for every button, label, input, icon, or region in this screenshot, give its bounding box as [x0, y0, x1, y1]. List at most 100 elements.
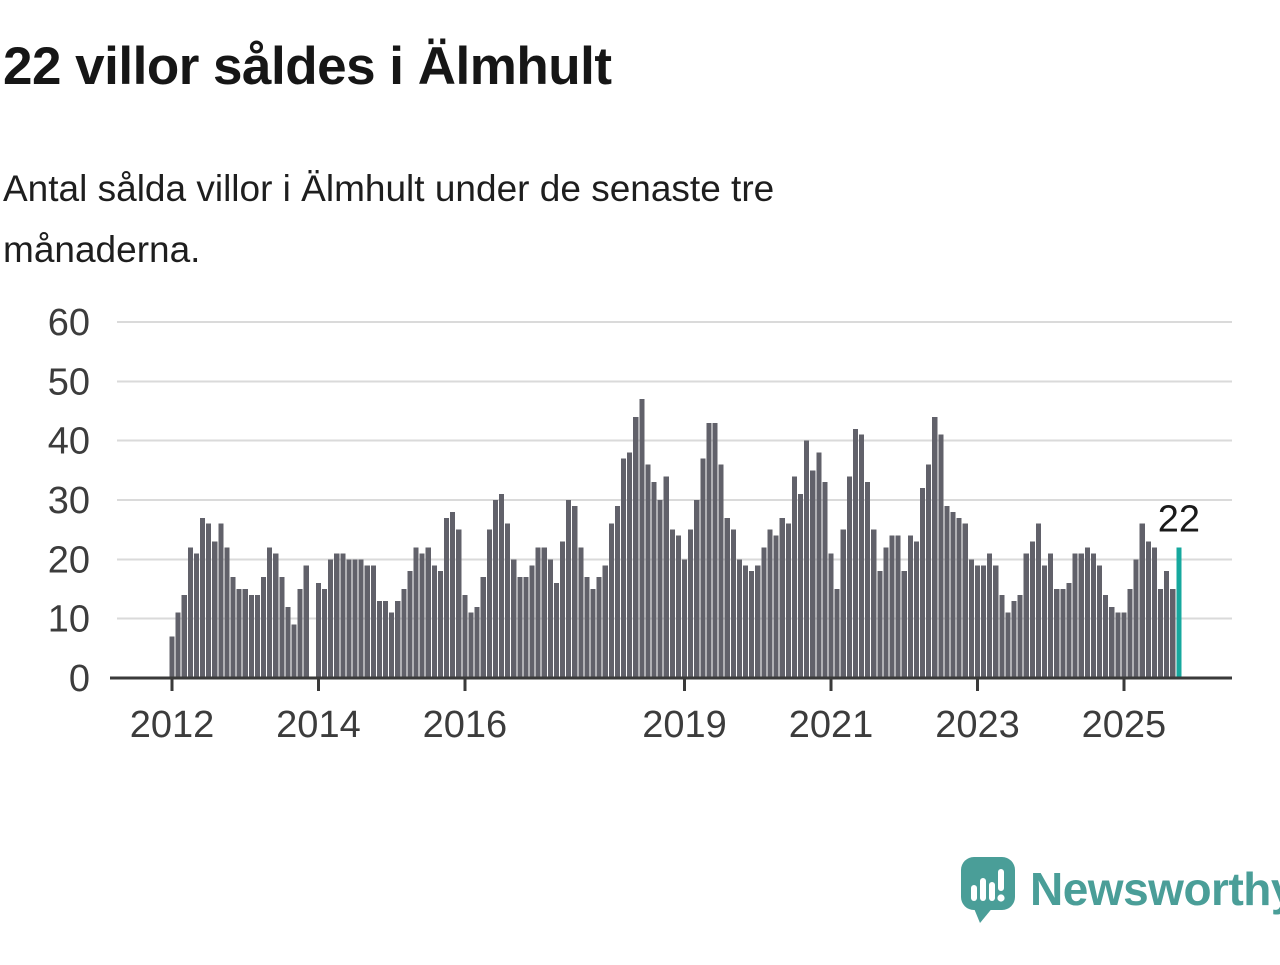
- bar: [285, 606, 291, 678]
- y-tick-label: 10: [48, 599, 90, 641]
- bar: [444, 517, 450, 678]
- bar: [981, 565, 987, 678]
- brand-wordmark: Newsworthy: [1030, 863, 1280, 915]
- bar: [230, 577, 236, 678]
- bar: [712, 422, 718, 678]
- bar: [529, 565, 535, 678]
- bar: [248, 594, 254, 678]
- bar: [474, 606, 480, 678]
- y-tick-label: 50: [48, 361, 90, 403]
- bar: [1011, 600, 1017, 678]
- bar: [785, 523, 791, 678]
- bar: [523, 577, 529, 678]
- bar: [1029, 541, 1035, 678]
- bar: [193, 553, 199, 678]
- bar: [895, 535, 901, 678]
- bar: [383, 600, 389, 678]
- x-tick-label: 2016: [423, 704, 508, 746]
- bar: [932, 416, 938, 678]
- bar: [1151, 547, 1157, 678]
- bar: [572, 505, 578, 678]
- bar: [1084, 547, 1090, 678]
- bar: [663, 476, 669, 678]
- bar: [1096, 565, 1103, 678]
- bar: [498, 494, 505, 678]
- bar: [651, 482, 657, 678]
- bar: [254, 594, 260, 678]
- bar: [559, 541, 566, 678]
- bar: [1005, 612, 1011, 678]
- bar: [370, 565, 376, 678]
- bar: [724, 517, 730, 678]
- bar: [328, 559, 334, 678]
- y-tick-label: 60: [48, 302, 90, 344]
- bar: [889, 535, 895, 678]
- bar: [730, 529, 736, 678]
- bar: [675, 535, 682, 678]
- bar: [1078, 553, 1084, 678]
- bar: [535, 547, 541, 678]
- bar: [578, 547, 584, 678]
- bar: [340, 553, 346, 678]
- bar: [1109, 606, 1115, 678]
- bar: [700, 458, 706, 678]
- bar: [974, 565, 981, 678]
- bar: [871, 529, 877, 678]
- bar: [334, 553, 340, 678]
- bar: [938, 434, 944, 678]
- bar: [517, 577, 523, 678]
- bar: [1164, 571, 1170, 678]
- bar: [840, 529, 846, 678]
- bar: [633, 416, 639, 678]
- bar: [169, 636, 175, 678]
- bar: [437, 571, 444, 678]
- bar: [511, 559, 517, 678]
- bar: [791, 476, 797, 678]
- bar: [828, 553, 834, 678]
- subtitle-line-1: Antal sålda villor i Älmhult under de se…: [3, 168, 775, 209]
- bar: [669, 529, 675, 678]
- bar: [944, 505, 950, 678]
- bar: [718, 464, 724, 678]
- bar: [352, 559, 358, 678]
- bar: [273, 553, 279, 678]
- bar: [505, 523, 511, 678]
- bar: [804, 440, 810, 678]
- bar: [602, 565, 608, 678]
- bar: [956, 517, 962, 678]
- bar: [1048, 553, 1054, 678]
- bar: [1072, 553, 1078, 678]
- bar: [1017, 594, 1023, 678]
- bar: [260, 577, 267, 678]
- bar: [694, 500, 700, 678]
- bar: [181, 594, 187, 678]
- bar: [749, 571, 755, 678]
- bar: [206, 523, 212, 678]
- bar: [682, 559, 688, 678]
- bar: [926, 464, 932, 678]
- chart-subtitle: Antal sålda villor i Älmhult under de se…: [3, 158, 1083, 280]
- bar: [822, 482, 828, 678]
- bar: [962, 523, 968, 678]
- bar: [212, 541, 218, 678]
- bar: [413, 547, 419, 678]
- bar: [755, 565, 761, 678]
- bar: [462, 594, 468, 678]
- bar: [810, 470, 816, 678]
- bar: [767, 529, 773, 678]
- bar: [1066, 583, 1072, 678]
- bar: [761, 547, 767, 678]
- bar: [877, 571, 883, 678]
- bar: [608, 523, 614, 678]
- bar: [779, 517, 785, 678]
- y-tick-label: 40: [48, 421, 90, 463]
- bar: [1115, 612, 1121, 678]
- bar: [1023, 553, 1029, 678]
- bar: [639, 399, 645, 678]
- bar: [547, 559, 553, 678]
- bar: [175, 612, 181, 678]
- bar: [1090, 553, 1096, 678]
- bar: [950, 511, 956, 678]
- bar: [736, 559, 743, 678]
